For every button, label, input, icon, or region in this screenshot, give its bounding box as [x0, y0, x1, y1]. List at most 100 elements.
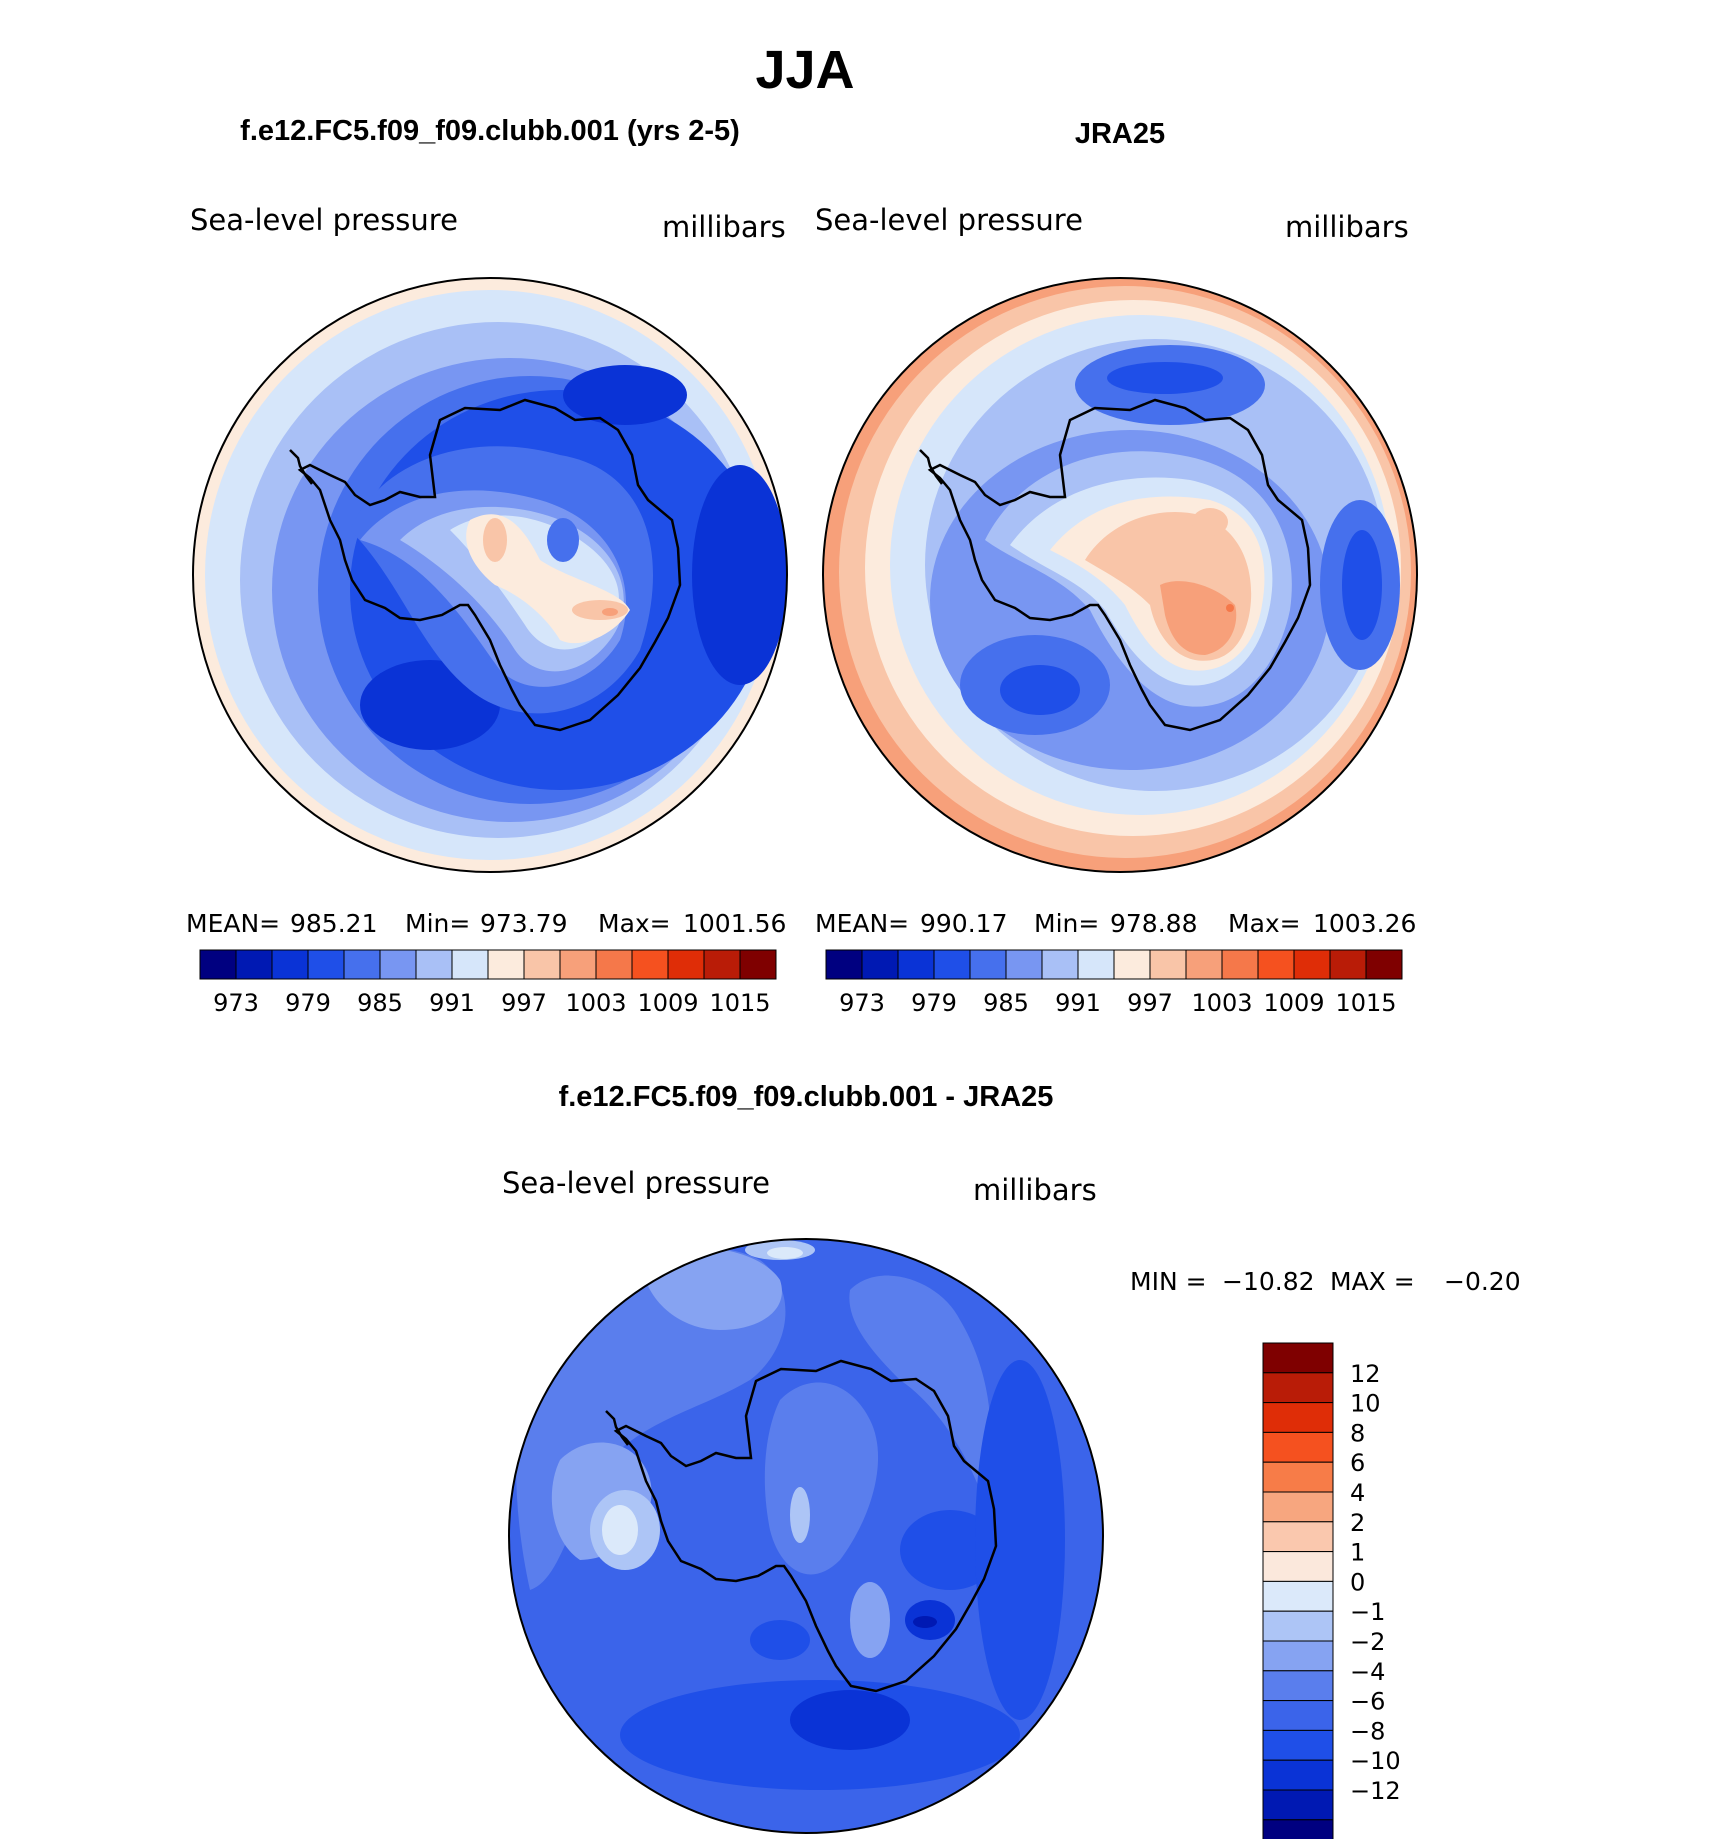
diff-colorbar-tick: −8 — [1350, 1717, 1385, 1745]
diff-max-value: −0.20 — [1444, 1267, 1521, 1296]
right-field-band — [1000, 665, 1080, 715]
diff-field-band — [900, 1510, 1000, 1590]
diff-colorbar-swatch — [1262, 1759, 1334, 1791]
left-colorbar-swatch — [595, 949, 633, 980]
left-field-band — [692, 465, 787, 685]
left-colorbar-swatch — [451, 949, 489, 980]
right-coastline — [919, 449, 943, 485]
right-colorbar-tick: 991 — [1055, 989, 1101, 1017]
left-mean-label: MEAN= — [186, 909, 280, 938]
right-colorbar-swatch — [1149, 949, 1187, 980]
diff-colorbar-tick: 1 — [1350, 1539, 1365, 1567]
left-field-band — [572, 600, 628, 620]
right-colorbar-swatch — [825, 949, 863, 980]
panel-diff-title: f.e12.FC5.f09_f09.clubb.001 - JRA25 — [559, 1081, 1054, 1113]
diff-max-label: MAX = — [1330, 1267, 1415, 1296]
right-variable-label: Sea-level pressure — [815, 203, 1083, 237]
right-units-label: millibars — [1285, 210, 1409, 244]
left-colorbar-tick: 979 — [285, 989, 331, 1017]
figure-title: JJA — [755, 40, 854, 100]
right-colorbar-tick: 973 — [839, 989, 885, 1017]
panel-right-title: JRA25 — [1075, 118, 1165, 150]
diff-colorbar-swatch — [1262, 1640, 1334, 1672]
left-min-label: Min= — [405, 909, 470, 938]
diff-field-band — [750, 1620, 810, 1660]
right-colorbar-tick: 979 — [911, 989, 957, 1017]
right-colorbar-swatch — [1329, 949, 1367, 980]
left-field-band — [602, 608, 618, 616]
diff-variable-label: Sea-level pressure — [502, 1166, 770, 1200]
diff-colorbar-swatch — [1262, 1700, 1334, 1731]
panel-left-title: f.e12.FC5.f09_f09.clubb.001 (yrs 2-5) — [240, 115, 740, 147]
diff-colorbar-swatch — [1262, 1342, 1334, 1374]
diff-colorbar-swatch — [1262, 1580, 1334, 1612]
diff-colorbar-swatch — [1262, 1551, 1334, 1582]
diff-field-band — [790, 1690, 910, 1750]
right-colorbar-swatch — [969, 949, 1007, 980]
right-colorbar-swatch — [1041, 949, 1079, 980]
diff-colorbar-swatch — [1262, 1521, 1334, 1553]
diff-colorbar-tick: 4 — [1350, 1479, 1365, 1507]
right-colorbar-tick: 985 — [983, 989, 1029, 1017]
diff-coastline — [605, 1410, 629, 1446]
right-field-band — [1192, 508, 1228, 536]
right-colorbar-swatch — [1221, 949, 1259, 980]
panel-diff: Sea-level pressure millibars — [502, 1166, 1521, 1839]
left-colorbar-swatch — [739, 949, 777, 980]
left-colorbar-swatch — [559, 949, 597, 980]
left-colorbar-swatch — [235, 949, 273, 980]
diff-colorbar-tick: 8 — [1350, 1419, 1365, 1447]
right-max-label: Max= — [1228, 909, 1301, 938]
diff-colorbar-swatch — [1262, 1491, 1334, 1523]
right-colorbar-tick: 1003 — [1191, 989, 1252, 1017]
left-colorbar-swatch — [343, 949, 381, 980]
left-colorbar-swatch — [271, 949, 309, 980]
diff-colorbar-tick: 2 — [1350, 1509, 1365, 1537]
diff-colorbar-tick: −12 — [1350, 1777, 1401, 1805]
diff-field-band — [767, 1247, 803, 1259]
left-colorbar-swatch — [703, 949, 741, 980]
left-field-band — [483, 518, 507, 562]
diff-colorbar-tick: 12 — [1350, 1360, 1381, 1388]
diff-colorbar-tick: −1 — [1350, 1598, 1385, 1626]
diff-colorbar-tick: −2 — [1350, 1628, 1385, 1656]
right-field-band — [1342, 530, 1382, 640]
diff-colorbar-tick: −4 — [1350, 1658, 1385, 1686]
diff-colorbar-swatch — [1262, 1789, 1334, 1821]
right-colorbar: 973 979 985 991 997 1003 1009 1015 — [825, 949, 1403, 1017]
left-colorbar-tick: 985 — [357, 989, 403, 1017]
diff-colorbar-tick: 0 — [1350, 1568, 1365, 1596]
left-colorbar-tick: 1009 — [637, 989, 698, 1017]
diff-field-band — [975, 1360, 1065, 1720]
right-colorbar-swatch — [897, 949, 935, 980]
diff-colorbar-swatch — [1262, 1402, 1334, 1433]
diff-colorbar-tick: −6 — [1350, 1688, 1385, 1716]
right-max-value: 1003.26 — [1313, 909, 1416, 938]
right-min-value: 978.88 — [1110, 909, 1197, 938]
right-colorbar-tick: 1015 — [1335, 989, 1396, 1017]
right-map-outline — [822, 277, 1418, 873]
panel-left: Sea-level pressure millibars MEAN= — [186, 203, 788, 1017]
left-colorbar-swatch — [631, 949, 669, 980]
left-field-band — [547, 518, 579, 562]
left-colorbar-swatch — [415, 949, 453, 980]
right-min-label: Min= — [1034, 909, 1099, 938]
right-map — [823, 278, 1417, 872]
right-field-band — [1160, 581, 1237, 655]
right-mean-value: 990.17 — [920, 909, 1007, 938]
right-colorbar-swatch — [1077, 949, 1115, 980]
right-colorbar-swatch — [1365, 949, 1403, 980]
right-field-band — [1107, 362, 1223, 394]
right-coastline — [927, 398, 1312, 732]
left-colorbar-swatch — [487, 949, 525, 980]
left-colorbar-swatch — [667, 949, 705, 980]
right-colorbar-swatch — [933, 949, 971, 980]
left-colorbar-tick: 1015 — [709, 989, 770, 1017]
diff-colorbar-tick: −10 — [1350, 1747, 1401, 1775]
right-field-band — [1226, 604, 1234, 612]
diff-field-band — [790, 1487, 810, 1543]
left-mean-value: 985.21 — [290, 909, 377, 938]
left-colorbar: 973 979 985 991 997 1003 1009 1015 — [199, 949, 777, 1017]
